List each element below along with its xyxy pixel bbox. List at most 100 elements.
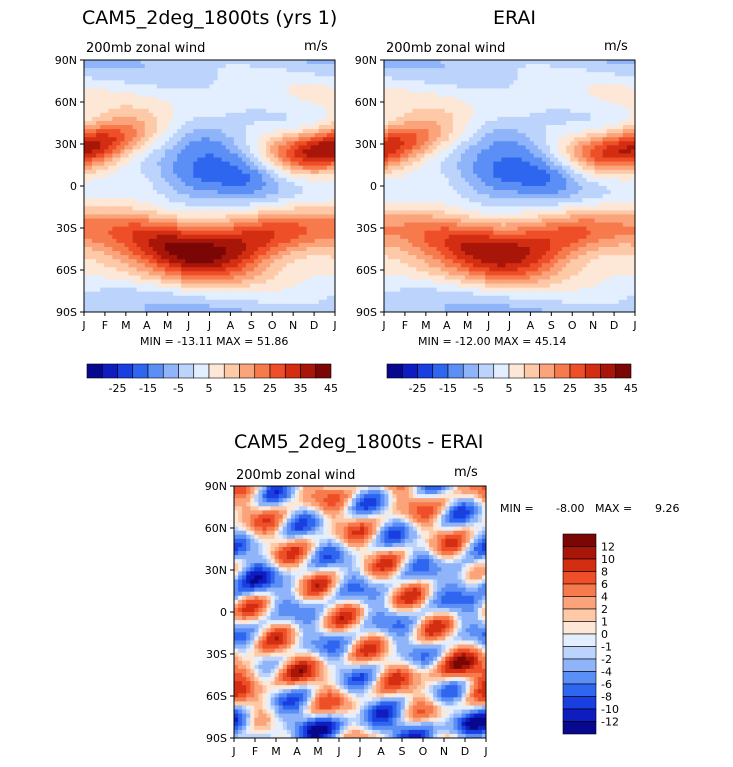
field-cell bbox=[177, 112, 182, 118]
field-cell bbox=[116, 120, 121, 126]
field-cell bbox=[205, 141, 210, 146]
field-cell bbox=[164, 295, 170, 301]
field-cell bbox=[388, 88, 393, 94]
field-cell bbox=[181, 275, 186, 280]
field-cell bbox=[290, 137, 296, 142]
field-cell bbox=[545, 68, 551, 73]
field-cell bbox=[549, 92, 555, 98]
field-cell bbox=[318, 279, 324, 285]
field-cell bbox=[469, 120, 474, 126]
field-cell bbox=[505, 72, 510, 77]
field-cell bbox=[148, 222, 154, 228]
field-cell bbox=[88, 190, 93, 195]
field-cell bbox=[266, 246, 271, 252]
field-cell bbox=[237, 242, 243, 248]
field-cell bbox=[578, 80, 583, 85]
field-cell bbox=[302, 246, 308, 252]
field-cell bbox=[164, 275, 170, 280]
field-cell bbox=[124, 125, 130, 130]
field-cell bbox=[229, 100, 235, 106]
field-cell bbox=[124, 214, 130, 220]
field-cell bbox=[229, 104, 235, 110]
field-cell bbox=[229, 246, 235, 252]
field-cell bbox=[258, 246, 263, 252]
field-cell bbox=[225, 255, 231, 260]
field-cell bbox=[205, 112, 210, 118]
field-cell bbox=[181, 238, 186, 244]
field-cell bbox=[525, 100, 531, 106]
field-cell bbox=[169, 206, 174, 211]
field-cell bbox=[108, 84, 113, 89]
field-cell bbox=[96, 72, 101, 77]
field-cell bbox=[618, 116, 624, 122]
field-cell bbox=[330, 76, 336, 81]
field-cell bbox=[225, 202, 231, 207]
field-cell bbox=[270, 218, 275, 224]
field-cell bbox=[241, 112, 247, 118]
field-cell bbox=[440, 108, 446, 114]
field-cell bbox=[132, 108, 138, 114]
field-cell bbox=[298, 92, 304, 98]
field-cell bbox=[205, 80, 210, 85]
field-cell bbox=[485, 125, 490, 130]
colorbar-swatch bbox=[147, 363, 164, 379]
field-cell bbox=[606, 68, 612, 73]
field-cell bbox=[84, 169, 89, 175]
field-cell bbox=[282, 80, 287, 85]
field-cell bbox=[541, 96, 547, 102]
field-cell bbox=[112, 202, 117, 207]
field-cell bbox=[84, 295, 89, 301]
field-cell bbox=[501, 80, 506, 85]
field-cell bbox=[310, 165, 316, 171]
field-cell bbox=[225, 133, 231, 138]
field-cell bbox=[517, 64, 523, 69]
field-cell bbox=[112, 251, 117, 256]
field-cell bbox=[306, 80, 312, 85]
field-cell bbox=[120, 214, 125, 220]
field-cell bbox=[233, 190, 239, 195]
field-cell bbox=[140, 76, 146, 81]
field-cell bbox=[262, 72, 267, 77]
field-cell bbox=[314, 80, 320, 85]
field-cell bbox=[213, 279, 219, 285]
field-cell bbox=[525, 60, 531, 65]
field-cell bbox=[100, 307, 105, 313]
field-cell bbox=[229, 153, 235, 159]
field-cell bbox=[160, 238, 166, 244]
field-cell bbox=[132, 100, 138, 106]
field-cell bbox=[120, 246, 125, 252]
field-cell bbox=[444, 125, 450, 130]
field-cell bbox=[473, 96, 478, 102]
field-cell bbox=[262, 246, 267, 252]
field-cell bbox=[302, 234, 308, 240]
field-cell bbox=[92, 287, 97, 293]
field-cell bbox=[464, 108, 470, 114]
field-cell bbox=[209, 198, 215, 203]
field-cell bbox=[237, 116, 243, 122]
field-cell bbox=[549, 64, 555, 69]
field-cell bbox=[217, 275, 223, 280]
field-cell bbox=[318, 259, 324, 264]
panel-obs-field bbox=[384, 60, 636, 313]
field-cell bbox=[233, 68, 239, 73]
field-cell bbox=[298, 129, 304, 134]
field-cell bbox=[290, 112, 296, 118]
field-cell bbox=[144, 291, 150, 297]
field-cell bbox=[598, 108, 604, 114]
field-cell bbox=[562, 64, 567, 69]
field-cell bbox=[513, 116, 519, 122]
field-cell bbox=[104, 120, 109, 126]
field-cell bbox=[294, 64, 300, 69]
field-cell bbox=[173, 251, 178, 256]
colorbar-tick-label: -15 bbox=[139, 382, 157, 395]
field-cell bbox=[120, 116, 125, 122]
field-cell bbox=[326, 214, 332, 220]
field-cell bbox=[274, 291, 279, 297]
field-cell bbox=[120, 88, 125, 94]
field-cell bbox=[318, 242, 324, 248]
field-cell bbox=[505, 120, 510, 126]
field-cell bbox=[84, 129, 89, 134]
field-cell bbox=[100, 153, 105, 159]
field-cell bbox=[497, 120, 502, 126]
field-cell bbox=[428, 92, 434, 98]
